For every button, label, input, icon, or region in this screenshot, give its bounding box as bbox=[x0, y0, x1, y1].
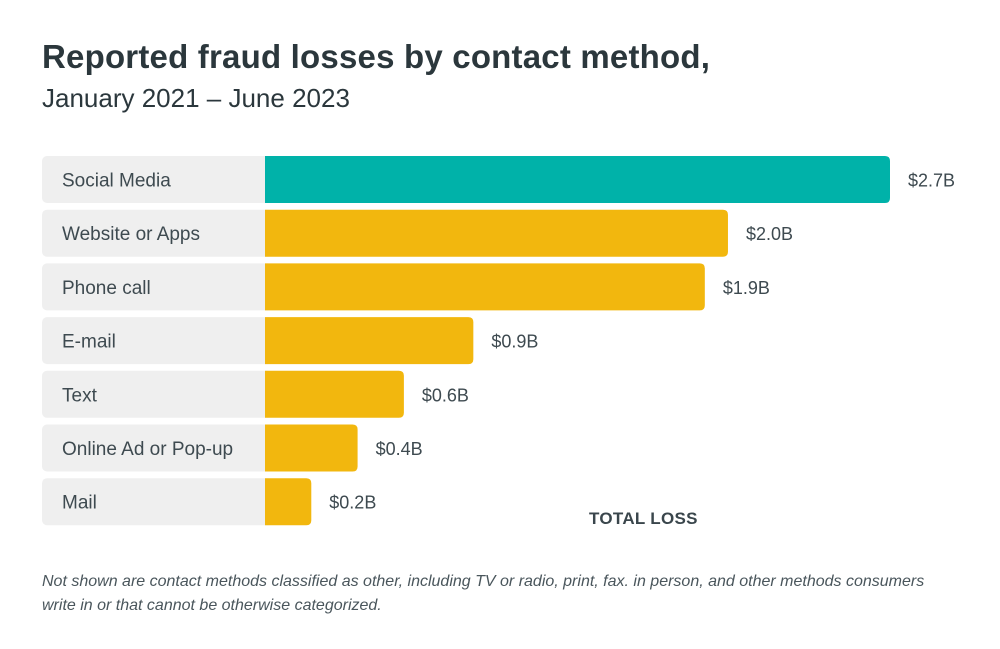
category-label: Online Ad or Pop-up bbox=[62, 439, 233, 460]
category-label-bg-text bbox=[42, 370, 273, 418]
value-label: $0.4B bbox=[376, 439, 423, 459]
bar-online-ad-or-pop-up bbox=[265, 424, 358, 472]
value-label: $1.9B bbox=[723, 278, 770, 298]
category-label-bg-online-ad-or-pop-up bbox=[42, 424, 273, 472]
category-label: Phone call bbox=[62, 278, 151, 299]
category-label-bg-mail bbox=[42, 478, 273, 526]
chart-title: Reported fraud losses by contact method, bbox=[42, 38, 711, 75]
value-label: $2.0B bbox=[746, 224, 793, 244]
category-label-bg-website-or-apps bbox=[42, 209, 273, 257]
value-label: $2.7B bbox=[908, 171, 955, 191]
bar-e-mail bbox=[265, 317, 474, 365]
x-axis-label: TOTAL LOSS bbox=[589, 509, 698, 528]
footnote: Not shown are contact methods classified… bbox=[42, 573, 925, 614]
category-label-bg-social-media bbox=[42, 156, 273, 203]
bar-social-media bbox=[265, 156, 890, 203]
chart-subtitle: January 2021 – June 2023 bbox=[42, 83, 350, 113]
category-label: Mail bbox=[62, 493, 97, 514]
category-label: E-mail bbox=[62, 332, 116, 353]
bar-text bbox=[265, 370, 404, 418]
category-label-bg-phone-call bbox=[42, 263, 273, 311]
category-label: Website or Apps bbox=[62, 224, 200, 245]
value-label: $0.9B bbox=[491, 332, 538, 352]
bar-mail bbox=[265, 478, 312, 526]
bar-phone-call bbox=[265, 263, 705, 311]
category-label: Social Media bbox=[62, 171, 171, 192]
category-label-bg-e-mail bbox=[42, 317, 273, 365]
value-label: $0.6B bbox=[422, 385, 469, 405]
value-label: $0.2B bbox=[329, 493, 376, 513]
bar-website-or-apps bbox=[265, 209, 728, 257]
category-label: Text bbox=[62, 385, 98, 406]
